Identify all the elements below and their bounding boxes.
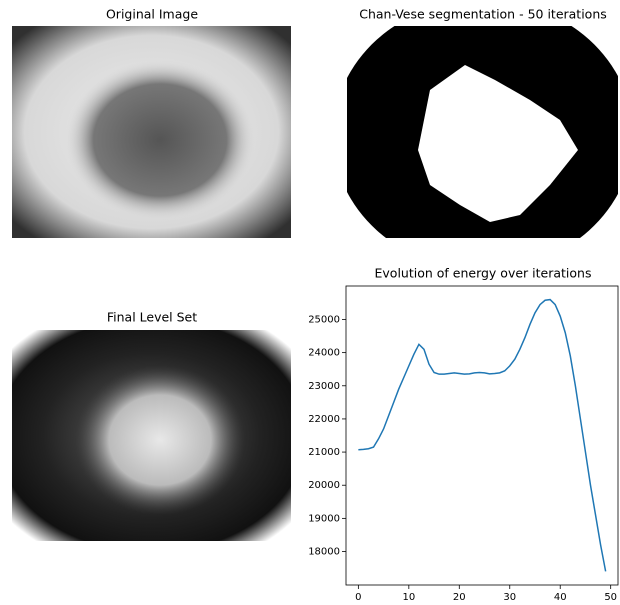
segmentation-image bbox=[347, 26, 618, 238]
image-title: Final Level Set bbox=[107, 310, 197, 325]
x-tick-label: 50 bbox=[604, 592, 617, 603]
original-image bbox=[12, 26, 291, 238]
y-tick-label: 25000 bbox=[308, 314, 340, 325]
y-tick-label: 24000 bbox=[308, 348, 340, 359]
chart-title: Evolution of energy over iterations bbox=[375, 266, 592, 281]
plot-frame bbox=[345, 285, 619, 586]
y-tick-label: 19000 bbox=[308, 513, 340, 524]
y-tick-label: 23000 bbox=[308, 381, 340, 392]
y-tick-label: 21000 bbox=[308, 447, 340, 458]
y-tick-label: 20000 bbox=[308, 480, 340, 491]
y-tick-label: 18000 bbox=[308, 547, 340, 558]
x-tick-label: 10 bbox=[402, 592, 415, 603]
x-tick-label: 30 bbox=[503, 592, 516, 603]
image-title: Original Image bbox=[106, 7, 198, 22]
x-tick-label: 40 bbox=[554, 592, 567, 603]
y-tick-label: 22000 bbox=[308, 414, 340, 425]
line bbox=[358, 298, 607, 572]
x-tick-label: 20 bbox=[453, 592, 466, 603]
level-set-image bbox=[12, 330, 291, 541]
image-title: Chan-Vese segmentation - 50 iterations bbox=[359, 7, 607, 22]
x-tick-label: 0 bbox=[355, 592, 361, 603]
